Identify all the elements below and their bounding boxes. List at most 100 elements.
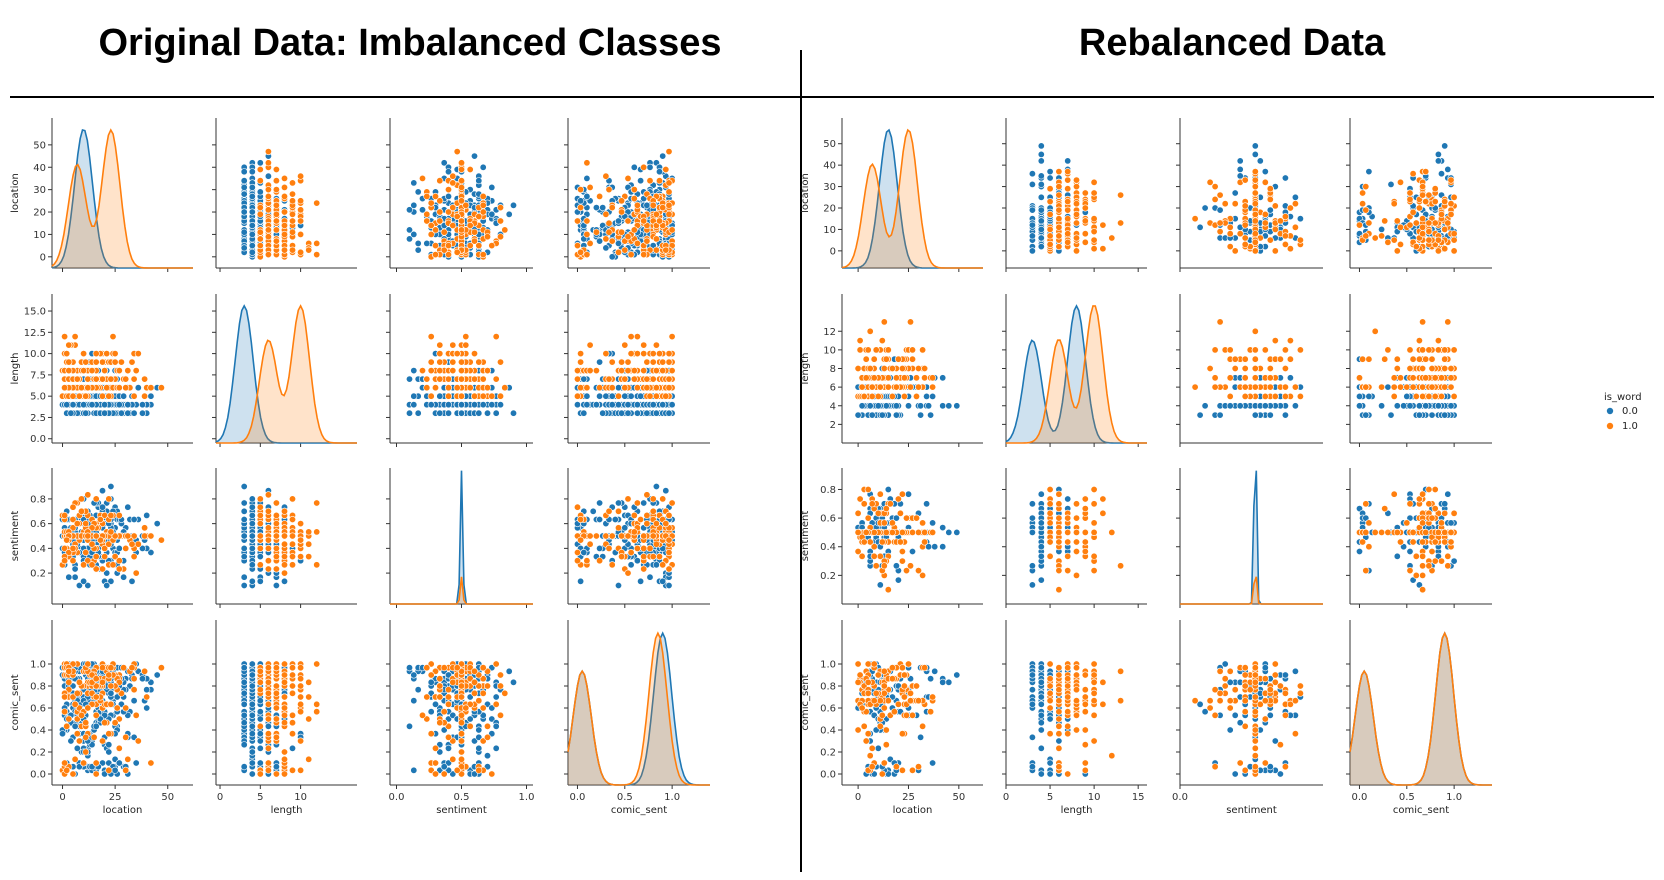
scatter-point (659, 577, 667, 585)
y-tick-label: 30 (33, 185, 46, 196)
scatter-point (141, 667, 149, 675)
scatter-point (630, 186, 638, 194)
scatter-point (88, 540, 96, 548)
scatter-point (427, 199, 435, 207)
scatter-point (63, 766, 71, 774)
scatter-point (73, 520, 81, 528)
scatter-point (418, 367, 426, 375)
scatter-point (618, 208, 626, 216)
scatter-point (592, 367, 600, 375)
scatter-point (427, 392, 435, 400)
scatter-point (128, 358, 136, 366)
scatter-point (143, 511, 151, 519)
cell-sentiment-vs-sentiment (386, 468, 533, 608)
scatter-point (256, 532, 264, 540)
scatter-point (608, 253, 616, 261)
scatter-point (90, 733, 98, 741)
scatter-point (640, 532, 648, 540)
scatter-point (444, 251, 452, 259)
scatter-point (665, 375, 673, 383)
scatter-point (492, 409, 500, 417)
scatter-point (602, 532, 610, 540)
scatter-point (61, 333, 69, 341)
scatter-point (466, 242, 474, 250)
y-tick-label: 20 (33, 208, 46, 219)
scatter-point (264, 507, 272, 515)
scatter-point (605, 375, 613, 383)
scatter-point (288, 197, 296, 205)
scatter-point (573, 548, 581, 556)
scatter-point (107, 375, 115, 383)
scatter-point (449, 204, 457, 212)
scatter-point (410, 392, 418, 400)
y-axis-label-location: location (10, 173, 21, 213)
scatter-point (107, 511, 115, 519)
scatter-point (573, 242, 581, 250)
scatter-point (668, 499, 676, 507)
scatter-point (665, 409, 673, 417)
scatter-point (124, 409, 132, 417)
scatter-point (643, 511, 651, 519)
scatter-point (264, 148, 272, 156)
cell-length-vs-comic_sent (564, 294, 710, 447)
scatter-point (240, 168, 248, 176)
scatter-point (453, 384, 461, 392)
scatter-point (157, 384, 165, 392)
scatter-point (414, 409, 422, 417)
scatter-point (313, 251, 321, 259)
scatter-point (96, 515, 104, 523)
scatter-point (124, 401, 132, 409)
scatter-point (58, 730, 66, 738)
scatter-point (444, 208, 452, 216)
scatter-point (665, 511, 673, 519)
scatter-point (134, 540, 142, 548)
scatter-point (652, 561, 660, 569)
scatter-point (453, 350, 461, 358)
scatter-point (305, 528, 313, 536)
scatter-point (248, 520, 256, 528)
scatter-point (652, 384, 660, 392)
scatter-point (627, 350, 635, 358)
scatter-point (78, 507, 86, 515)
y-tick-label: 0.8 (30, 494, 46, 505)
scatter-point (652, 341, 660, 349)
scatter-point (75, 392, 83, 400)
scatter-point (73, 730, 81, 738)
scatter-point (436, 367, 444, 375)
scatter-point (457, 159, 465, 167)
scatter-point (488, 242, 496, 250)
scatter-point (256, 242, 264, 250)
scatter-point (630, 375, 638, 383)
scatter-point (624, 174, 632, 182)
scatter-point (457, 166, 465, 174)
scatter-point (248, 248, 256, 256)
scatter-point (633, 499, 641, 507)
scatter-point (418, 174, 426, 182)
scatter-point (436, 341, 444, 349)
scatter-point (630, 367, 638, 375)
scatter-point (633, 201, 641, 209)
scatter-point (457, 226, 465, 234)
scatter-point (668, 367, 676, 375)
scatter-point (577, 515, 585, 523)
scatter-point (103, 384, 111, 392)
scatter-point (643, 237, 651, 245)
scatter-point (583, 384, 591, 392)
scatter-point (153, 520, 161, 528)
scatter-point (141, 375, 149, 383)
scatter-point (457, 358, 465, 366)
scatter-point (577, 204, 585, 212)
scatter-point (143, 693, 151, 701)
scatter-point (248, 495, 256, 503)
scatter-point (637, 177, 645, 185)
scatter-point (297, 248, 305, 256)
scatter-point (405, 206, 413, 214)
scatter-point (61, 557, 69, 565)
scatter-point (305, 246, 313, 254)
scatter-point (427, 230, 435, 238)
scatter-point (73, 744, 81, 752)
scatter-point (82, 520, 90, 528)
scatter-point (440, 159, 448, 167)
scatter-point (297, 553, 305, 561)
scatter-point (596, 499, 604, 507)
